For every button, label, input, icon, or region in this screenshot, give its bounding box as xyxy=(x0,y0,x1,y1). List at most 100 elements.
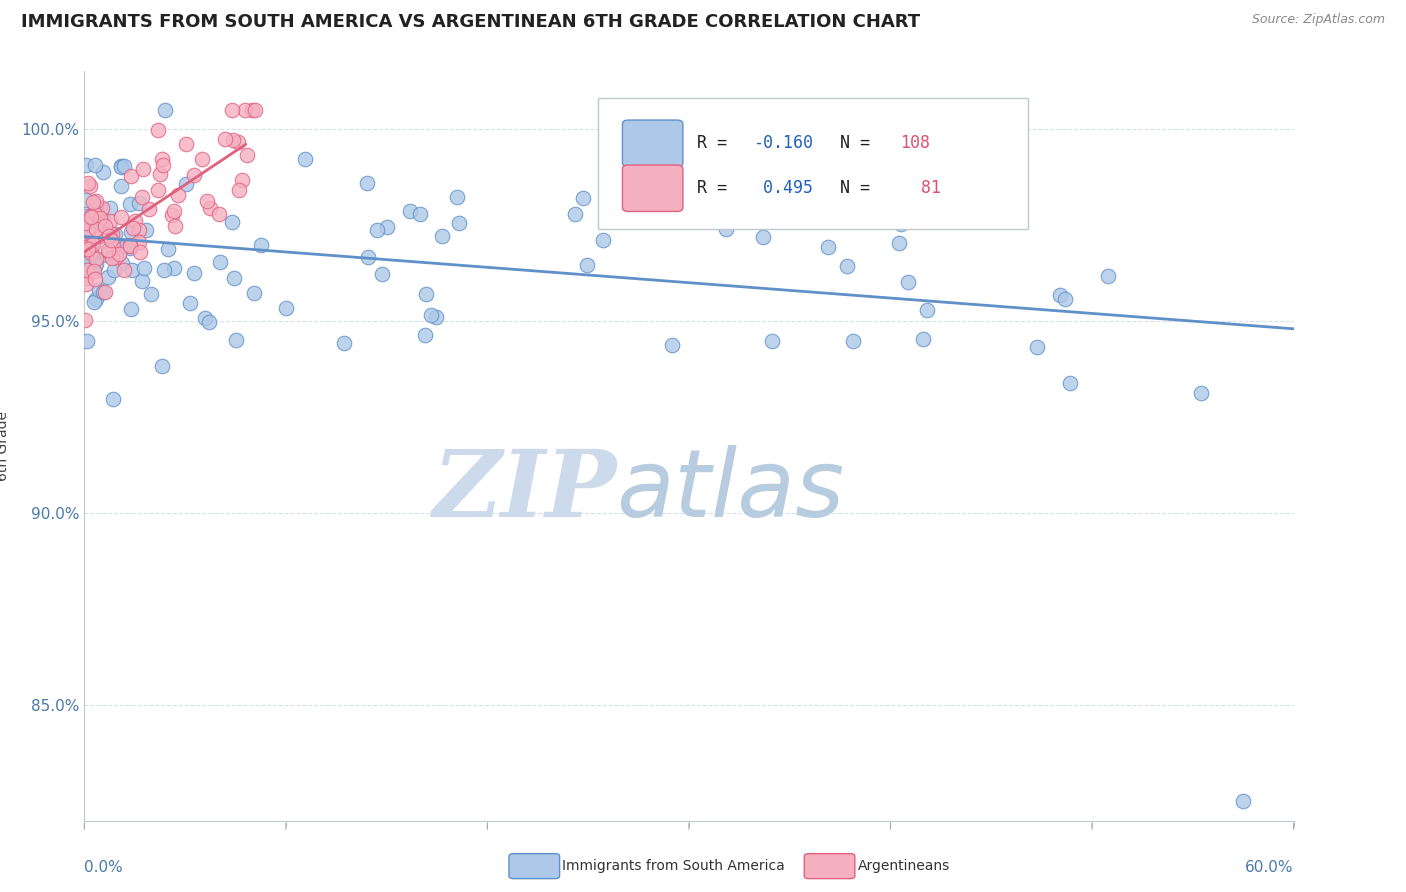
Point xyxy=(80,211,103,225)
Point xyxy=(165,219,187,233)
Point xyxy=(101,252,124,266)
Point xyxy=(75,277,97,292)
Point xyxy=(122,221,145,235)
Point xyxy=(96,248,118,262)
Point xyxy=(120,169,142,183)
Text: 0.0%: 0.0% xyxy=(84,860,124,874)
Point xyxy=(1189,386,1212,401)
Point xyxy=(94,219,117,233)
Point xyxy=(446,190,468,204)
Point xyxy=(163,260,186,275)
Point xyxy=(83,158,105,172)
Point xyxy=(86,194,108,208)
Point xyxy=(375,219,398,234)
Point xyxy=(83,202,105,217)
Point xyxy=(112,159,135,173)
Point xyxy=(124,214,146,228)
Point xyxy=(221,215,243,229)
Point xyxy=(83,271,105,285)
Point xyxy=(399,203,422,218)
Point xyxy=(77,224,100,238)
Point xyxy=(752,230,775,244)
Point xyxy=(235,103,257,117)
Point xyxy=(83,264,105,278)
Point xyxy=(75,271,97,285)
Point xyxy=(356,176,378,190)
Point xyxy=(447,216,470,230)
Point xyxy=(98,228,121,243)
Point xyxy=(101,392,124,406)
Point xyxy=(191,153,214,167)
Point xyxy=(82,250,104,264)
Point xyxy=(221,103,243,117)
Point xyxy=(103,263,125,277)
Point xyxy=(564,207,586,221)
Point xyxy=(714,222,737,236)
Point xyxy=(274,301,297,315)
Point xyxy=(75,267,97,281)
Point xyxy=(817,240,839,254)
Point xyxy=(134,261,156,276)
Point xyxy=(89,211,111,226)
Point xyxy=(91,211,114,225)
Point xyxy=(1097,268,1119,283)
Point xyxy=(209,255,232,269)
Point xyxy=(118,237,141,252)
Point xyxy=(79,252,101,267)
Text: Argentineans: Argentineans xyxy=(858,859,950,873)
Point xyxy=(76,231,98,245)
Point xyxy=(198,315,221,329)
Point xyxy=(131,274,153,288)
Point xyxy=(152,263,174,277)
Point xyxy=(97,244,120,258)
Point xyxy=(889,236,911,251)
Point xyxy=(111,256,134,270)
Point xyxy=(112,263,135,277)
Point xyxy=(815,214,838,228)
Point xyxy=(120,197,142,211)
Text: Source: ZipAtlas.com: Source: ZipAtlas.com xyxy=(1251,13,1385,27)
Point xyxy=(366,223,388,237)
Point xyxy=(107,240,129,254)
Point xyxy=(76,209,98,223)
Text: N =: N = xyxy=(841,179,880,197)
Point xyxy=(575,258,598,272)
Text: N =: N = xyxy=(841,135,880,153)
Point xyxy=(91,165,114,179)
Point xyxy=(82,235,104,249)
Point xyxy=(90,212,112,227)
Point xyxy=(77,243,100,257)
Point xyxy=(79,179,101,194)
Point xyxy=(807,209,830,223)
Point xyxy=(917,302,939,317)
Point xyxy=(86,199,108,213)
Text: ZIP: ZIP xyxy=(432,446,616,536)
Point xyxy=(94,285,117,299)
Point xyxy=(912,332,935,346)
Point xyxy=(89,283,111,297)
Point xyxy=(84,222,107,236)
Point xyxy=(174,136,197,151)
Text: IMMIGRANTS FROM SOUTH AMERICA VS ARGENTINEAN 6TH GRADE CORRELATION CHART: IMMIGRANTS FROM SOUTH AMERICA VS ARGENTI… xyxy=(21,13,920,31)
Point xyxy=(413,328,436,343)
Point xyxy=(128,235,150,249)
Point xyxy=(842,334,865,348)
Point xyxy=(129,244,152,259)
Point xyxy=(100,233,122,247)
Text: R =: R = xyxy=(697,135,737,153)
Point xyxy=(235,148,257,162)
Point xyxy=(1049,288,1071,302)
Point xyxy=(179,296,201,310)
Point xyxy=(98,213,121,227)
Point xyxy=(101,227,124,242)
Point xyxy=(835,260,858,274)
Point xyxy=(91,202,114,216)
Point xyxy=(82,195,104,210)
Point xyxy=(76,263,98,277)
Text: atlas: atlas xyxy=(616,445,845,536)
Point xyxy=(1232,794,1254,808)
Point xyxy=(82,262,104,277)
Point xyxy=(84,293,107,307)
Point xyxy=(183,168,205,182)
Point xyxy=(592,233,614,247)
